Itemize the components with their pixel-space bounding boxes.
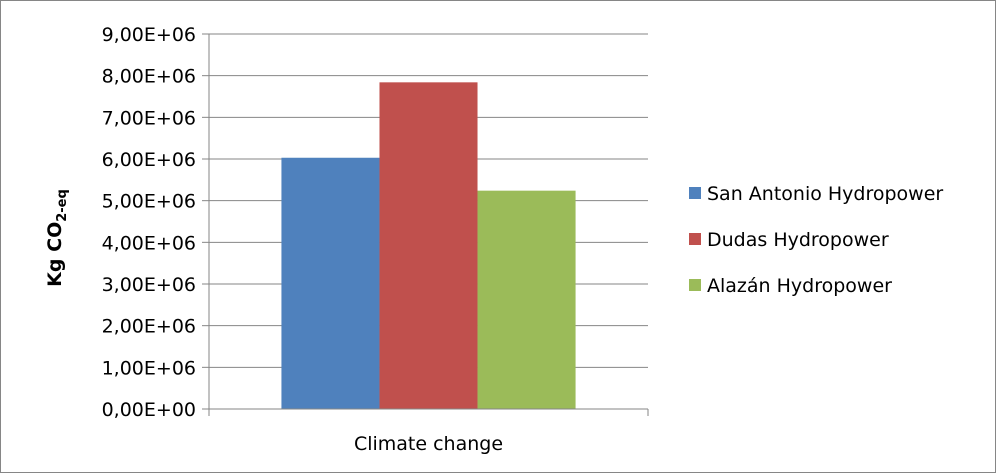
- y-tick-label: 6,00E+06: [102, 149, 196, 171]
- y-axis-label-main: Kg CO: [44, 222, 66, 287]
- y-tick-label: 9,00E+06: [102, 24, 196, 46]
- x-tick-label: Climate change: [354, 433, 503, 455]
- y-axis-label: Kg CO2-eq: [44, 189, 70, 287]
- y-tick-label: 2,00E+06: [102, 316, 196, 338]
- legend: San Antonio Hydropower Dudas Hydropower Al…: [689, 183, 943, 297]
- legend-label: Dudas Hydropower: [707, 229, 889, 251]
- legend-label: San Antonio Hydropower: [707, 183, 943, 205]
- y-tick-label: 7,00E+06: [102, 107, 196, 129]
- y-tick-label: 4,00E+06: [102, 232, 196, 254]
- y-axis-label-subscript: 2-eq: [55, 189, 70, 222]
- legend-swatch: [689, 233, 701, 245]
- bar: [281, 157, 380, 409]
- x-tick-labels: Climate change: [354, 433, 503, 455]
- legend-swatch: [689, 187, 701, 199]
- bars: [281, 82, 576, 409]
- y-tick-label: 3,00E+06: [102, 274, 196, 296]
- bar: [379, 82, 478, 409]
- y-tick-label: 8,00E+06: [102, 66, 196, 88]
- axes: [202, 33, 649, 416]
- y-tick-label: 0,00E+00: [102, 399, 196, 421]
- legend-swatch: [689, 279, 701, 291]
- y-tick-labels: 0,00E+00 1,00E+06 2,00E+06 3,00E+06 4,00E+06…: [102, 24, 196, 421]
- y-tick-label: 5,00E+06: [102, 191, 196, 213]
- legend-label: Alazán Hydropower: [707, 275, 892, 297]
- bar: [477, 190, 576, 409]
- y-tick-label: 1,00E+06: [102, 357, 196, 379]
